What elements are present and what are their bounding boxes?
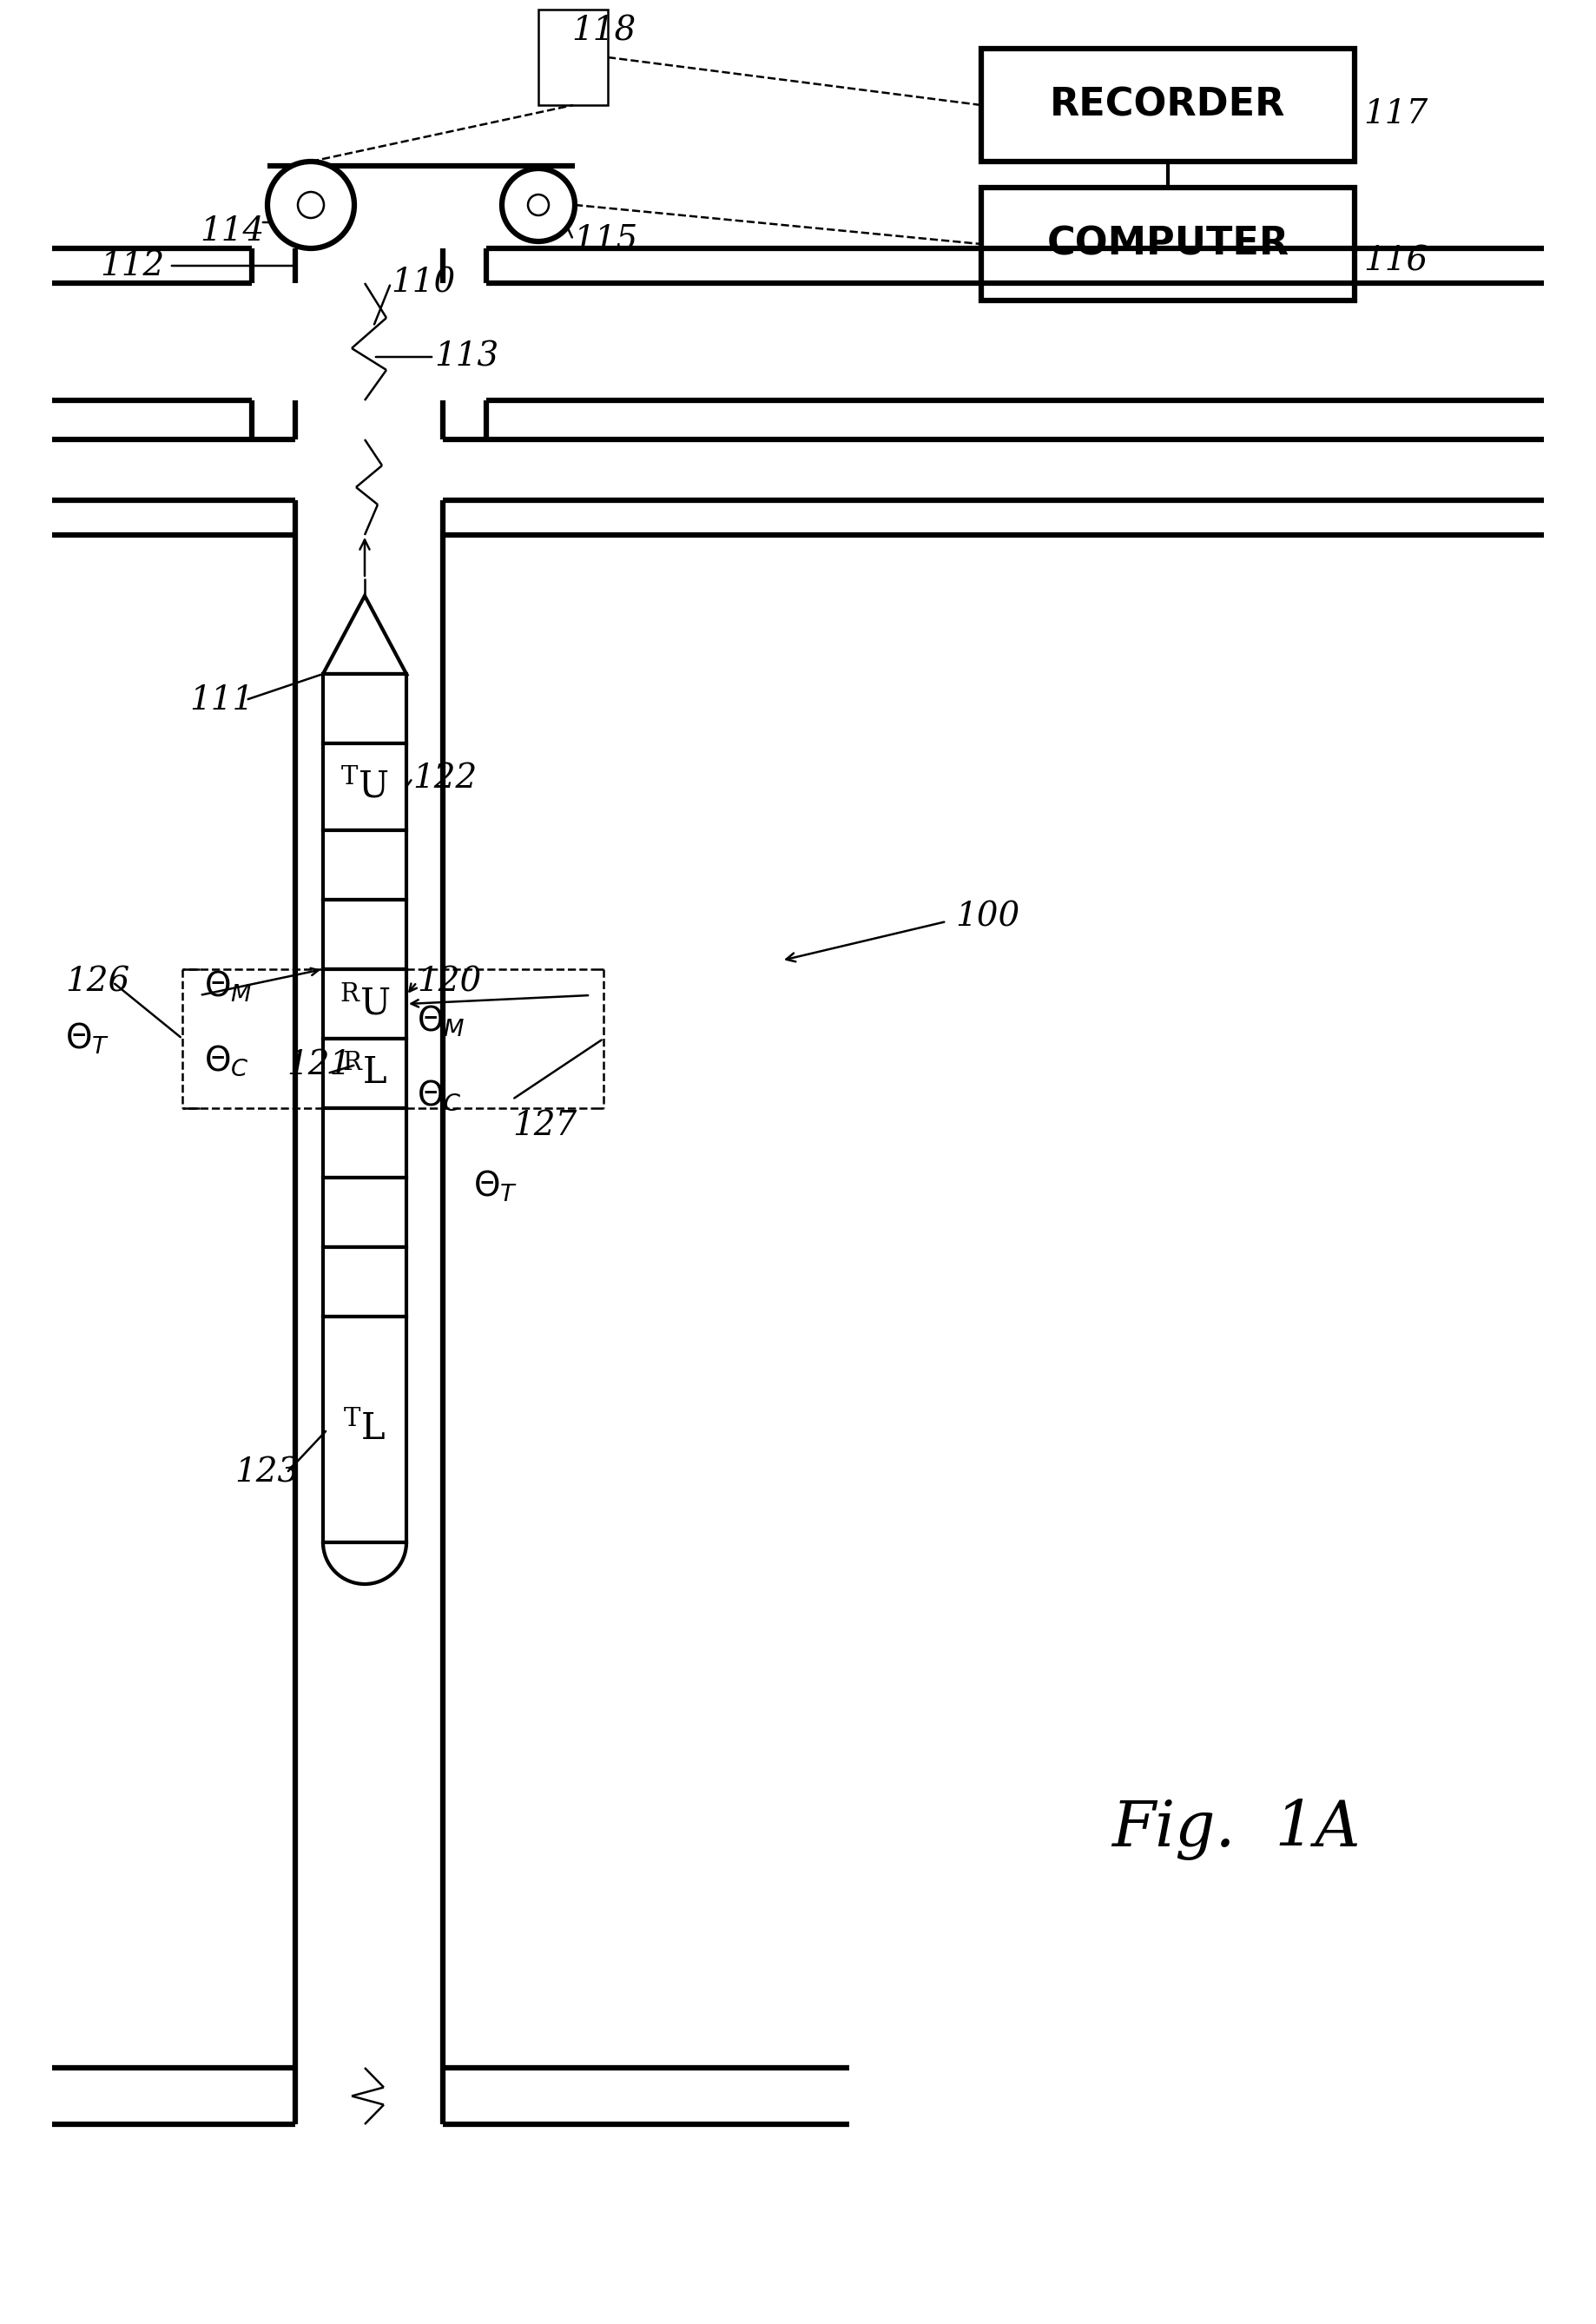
Text: Fig.  1A: Fig. 1A: [1111, 1799, 1360, 1859]
Bar: [322, 744, 407, 830]
Text: $\mathregular{^T}$L: $\mathregular{^T}$L: [343, 1411, 386, 1448]
Bar: [982, 49, 1355, 163]
Text: RECORDER: RECORDER: [1050, 86, 1286, 123]
Text: 116: 116: [1363, 246, 1428, 277]
Bar: [538, 9, 608, 105]
Text: 120: 120: [417, 967, 482, 999]
Text: 111: 111: [190, 683, 254, 716]
Circle shape: [528, 195, 549, 216]
Text: $\Theta_M$: $\Theta_M$: [417, 1004, 464, 1039]
Text: 113: 113: [434, 342, 498, 374]
Text: 123: 123: [235, 1457, 298, 1490]
Bar: [322, 899, 407, 969]
Wedge shape: [322, 1543, 407, 1585]
Text: 114: 114: [200, 214, 265, 246]
Text: $\Theta_C$: $\Theta_C$: [417, 1078, 461, 1113]
Text: 122: 122: [412, 762, 477, 795]
Text: $\mathregular{^R}$L: $\mathregular{^R}$L: [342, 1055, 388, 1092]
Circle shape: [268, 163, 354, 249]
Bar: [322, 1178, 407, 1248]
Bar: [322, 674, 407, 744]
Circle shape: [501, 167, 575, 242]
Text: 115: 115: [573, 223, 637, 256]
Text: $\Theta_T$: $\Theta_T$: [474, 1169, 517, 1204]
Text: $\Theta_T$: $\Theta_T$: [65, 1020, 110, 1055]
Polygon shape: [322, 595, 407, 674]
Text: 118: 118: [571, 16, 635, 46]
Bar: [982, 188, 1355, 300]
Bar: [322, 1039, 407, 1109]
Text: 112: 112: [101, 249, 164, 281]
Wedge shape: [322, 1543, 407, 1585]
Text: 117: 117: [1363, 98, 1428, 130]
Text: $\Theta_M$: $\Theta_M$: [204, 969, 252, 1004]
Bar: [322, 969, 407, 1039]
Text: 110: 110: [391, 267, 455, 300]
Text: $\mathregular{^R}$U: $\mathregular{^R}$U: [340, 985, 389, 1023]
Text: 127: 127: [512, 1109, 576, 1141]
Circle shape: [298, 193, 324, 218]
Bar: [322, 1318, 407, 1543]
Text: $\Theta_C$: $\Theta_C$: [204, 1043, 249, 1078]
Bar: [322, 1109, 407, 1178]
Text: 121: 121: [287, 1048, 351, 1081]
Text: 126: 126: [65, 967, 129, 999]
Text: COMPUTER: COMPUTER: [1047, 225, 1290, 263]
Bar: [322, 1248, 407, 1318]
Text: 100: 100: [954, 902, 1020, 934]
Text: $\mathregular{^T}$U: $\mathregular{^T}$U: [340, 769, 389, 804]
Bar: [322, 830, 407, 899]
